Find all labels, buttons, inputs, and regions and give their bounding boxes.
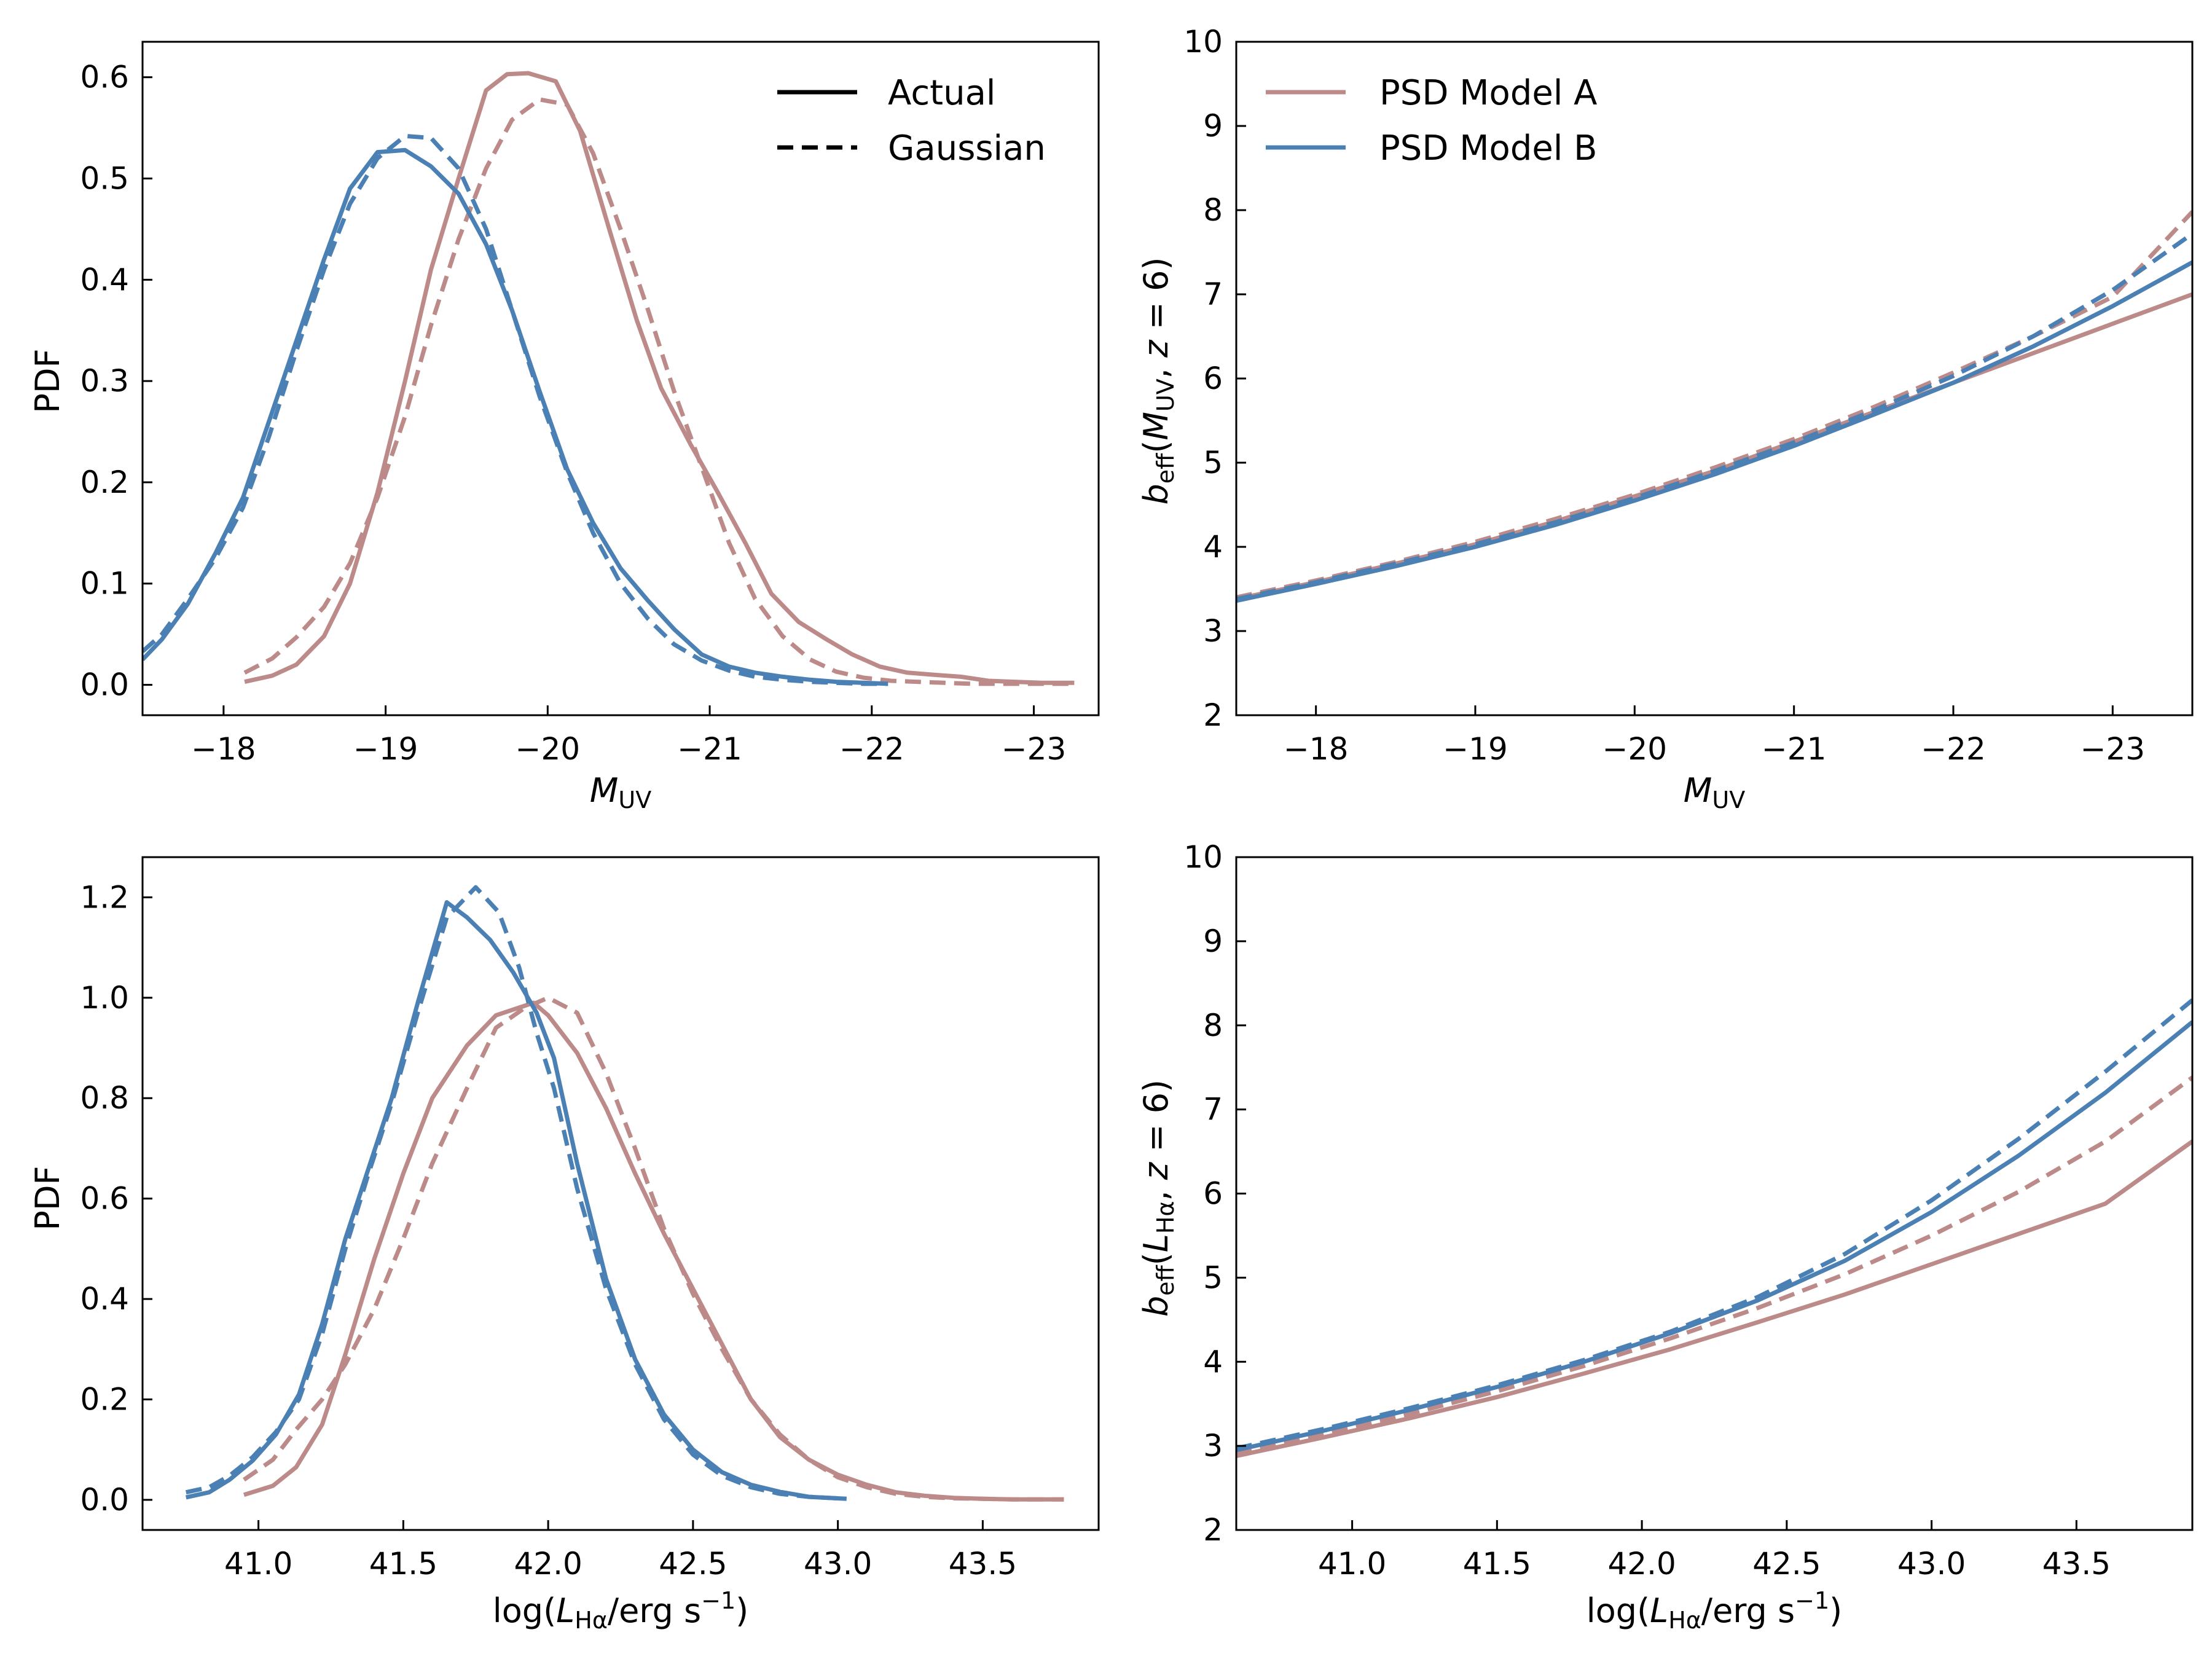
muv_bias-series-line-3 <box>1236 232 2192 602</box>
lha_bias-y-tick-label: 7 <box>1203 1092 1223 1128</box>
lha_pdf-x-tick-label: 42.0 <box>514 1546 582 1582</box>
legend-model-a-label: PSD Model A <box>1379 73 1597 113</box>
muv_pdf-y-tick-label: 0.2 <box>80 465 129 500</box>
muv_pdf-series <box>143 71 1075 686</box>
lha_bias-x-tick-label: 42.0 <box>1607 1546 1676 1582</box>
style-legend: Actual Gaussian <box>777 73 1046 168</box>
muv_pdf-x-tick-label: −20 <box>516 731 581 767</box>
muv_bias-y-tick-label: 6 <box>1203 361 1223 396</box>
legend-model-b-label: PSD Model B <box>1379 128 1598 168</box>
lha_pdf-y-tick-label: 0.4 <box>80 1281 129 1317</box>
model-legend: PSD Model A PSD Model B <box>1266 73 1598 168</box>
y-label-lha-bias: beff(LHα, z = 6) <box>1137 1080 1179 1317</box>
lha_bias-series-line-0 <box>1236 1139 2192 1459</box>
muv_bias-x-tick-label: −18 <box>1284 731 1349 767</box>
muv_bias-series <box>1236 210 2192 603</box>
muv_pdf-y-tick-label: 0.0 <box>80 667 129 703</box>
lha_pdf-series <box>185 885 1064 1502</box>
lha_pdf-x-tick-label: 41.0 <box>224 1546 292 1582</box>
lha_bias-y-tick-label: 2 <box>1203 1512 1223 1548</box>
x-label-muv-bias: MUV <box>1684 771 1745 814</box>
muv_pdf-y-tick-label: 0.3 <box>80 363 129 399</box>
lha_bias-x-tick-label: 43.0 <box>1897 1546 1966 1582</box>
muv_bias-y-tick-label: 8 <box>1203 192 1223 228</box>
muv_pdf-panel: −18 −19 −20 −21 −22 −23 0.0 0.1 0.2 0.3 0.4 0.5 0.6 <box>80 41 1100 767</box>
y-label-muv-bias: beff(MUV, z = 6) <box>1137 257 1179 504</box>
lha_bias-y-tick-label: 9 <box>1203 924 1223 959</box>
muv_pdf-series-line-3 <box>143 133 888 686</box>
lha_bias-x-tick-label: 41.0 <box>1318 1546 1386 1582</box>
lha_pdf-series-line-3 <box>185 885 838 1500</box>
muv_bias-y-tick-label: 7 <box>1203 276 1223 312</box>
lha_bias-series-line-1 <box>1236 1075 2192 1457</box>
lha_bias-x-tick-label: 41.5 <box>1463 1546 1531 1582</box>
lha_pdf-x-tick-label: 41.5 <box>369 1546 437 1582</box>
lha_pdf-series-line-1 <box>243 995 1064 1502</box>
lha_bias-series <box>1236 998 2192 1459</box>
muv_bias-y-tick-label: 2 <box>1203 697 1223 733</box>
lha_bias-y-tick-label: 5 <box>1203 1260 1223 1295</box>
lha_bias-y-tick-label: 4 <box>1203 1344 1223 1379</box>
muv_pdf-axes-frame <box>141 41 1100 716</box>
lha_bias-x-tick-label: 43.5 <box>2042 1546 2111 1582</box>
lha_bias-y-tick-label: 3 <box>1203 1428 1223 1464</box>
muv_bias-y-tick-label: 10 <box>1183 24 1223 60</box>
legend-actual-label: Actual <box>888 73 995 113</box>
muv_bias-y-tick-label: 3 <box>1203 613 1223 649</box>
y-label-lha-pdf: PDF <box>28 1166 67 1230</box>
muv_bias-x-tick-label: −19 <box>1443 731 1508 767</box>
lha_pdf-y-tick-label: 0.6 <box>80 1181 129 1217</box>
muv_bias-y-tick-label: 5 <box>1203 445 1223 480</box>
lha_bias-series-line-3 <box>1236 998 2192 1451</box>
muv_pdf-x-tick-label: −22 <box>839 731 904 767</box>
muv_pdf-x-tick-label: −18 <box>191 731 256 767</box>
lha_pdf-panel: 41.0 41.5 42.0 42.5 43.0 43.5 0.0 0.2 0.4 0.6 0.8 1… <box>80 856 1100 1582</box>
muv_pdf-x-tick-label: −19 <box>353 731 418 767</box>
muv_bias-x-tick-label: −20 <box>1602 731 1668 767</box>
muv_bias-x-tick-label: −22 <box>1921 731 1986 767</box>
muv_bias-x-tick-label: −23 <box>2081 731 2146 767</box>
lha_bias-y-tick-label: 10 <box>1183 839 1223 875</box>
muv_pdf-y-tick-label: 0.4 <box>80 262 129 297</box>
muv_pdf-series-line-1 <box>243 97 1075 686</box>
lha_pdf-y-tick-label: 0.8 <box>80 1080 129 1116</box>
lha_bias-panel: 41.0 41.5 42.0 42.5 43.0 43.5 2 3 4 5 6 7 8 9 10 <box>1183 839 2194 1582</box>
lha_pdf-y-tick-label: 0.2 <box>80 1382 129 1418</box>
lha_pdf-y-tick-label: 1.2 <box>80 879 129 915</box>
muv_pdf-y-tick-label: 0.5 <box>80 160 129 196</box>
muv_pdf-y-tick-label: 0.6 <box>80 60 129 95</box>
muv_bias-x-tick-label: −21 <box>1762 731 1827 767</box>
muv_bias-y-tick-label: 4 <box>1203 529 1223 565</box>
muv_bias-series-line-2 <box>1236 260 2192 603</box>
lha_bias-x-tick-label: 42.5 <box>1752 1546 1821 1582</box>
lha_pdf-y-tick-label: 0.0 <box>80 1482 129 1518</box>
lha_pdf-x-tick-label: 42.5 <box>659 1546 727 1582</box>
lha_pdf-y-tick-label: 1.0 <box>80 980 129 1016</box>
muv_pdf-y-tick-label: 0.1 <box>80 566 129 602</box>
muv_bias-y-tick-label: 9 <box>1203 108 1223 144</box>
muv_pdf-series-line-0 <box>244 71 1075 685</box>
legend-gaussian-label: Gaussian <box>888 128 1046 168</box>
muv_pdf-x-tick-label: −23 <box>1002 731 1067 767</box>
lha_pdf-x-tick-label: 43.0 <box>804 1546 872 1582</box>
muv_pdf-series-line-2 <box>143 147 888 686</box>
lha_pdf-axes-frame <box>141 856 1100 1531</box>
y-label-muv-pdf: PDF <box>28 348 67 413</box>
x-label-muv-pdf: MUV <box>590 771 651 814</box>
lha_bias-y-tick-label: 8 <box>1203 1008 1223 1043</box>
lha_pdf-x-tick-label: 43.5 <box>949 1546 1017 1582</box>
lha_bias-y-tick-label: 6 <box>1203 1176 1223 1212</box>
muv_bias-panel: −18 −19 −20 −21 −22 −23 2 3 4 5 6 7 8 9 10 <box>1183 24 2194 767</box>
muv_pdf-x-tick-label: −21 <box>677 731 742 767</box>
